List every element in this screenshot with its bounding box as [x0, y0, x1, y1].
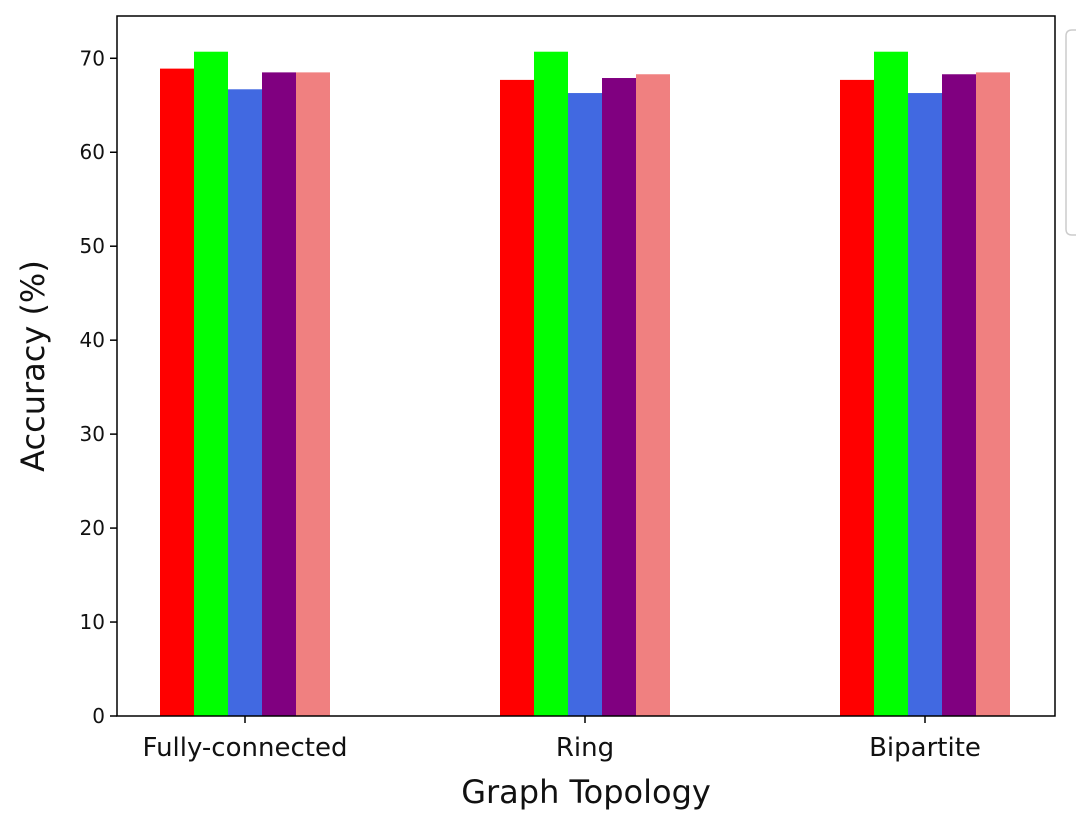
y-axis-label: Accuracy (%): [14, 260, 52, 472]
legend-box: [1065, 29, 1076, 236]
bar-series-4-fully-connected: [262, 72, 296, 716]
bar-series-1-bipartite: [840, 79, 874, 716]
plot-frame: [116, 15, 1056, 717]
x-tick-label: Ring: [556, 733, 614, 763]
bar-series-5-bipartite: [976, 72, 1010, 716]
bar-series-4-ring: [602, 78, 636, 716]
y-tick-label: 0: [92, 704, 105, 728]
y-tick-label: 70: [80, 46, 105, 70]
bars-group: [160, 51, 1010, 717]
bar-series-5-ring: [636, 74, 670, 717]
bar-series-2-bipartite: [874, 51, 908, 716]
y-axis-ticks: 0 10 20 30 40 50 60 70: [80, 46, 117, 728]
bar-series-3-fully-connected: [228, 89, 262, 717]
x-axis-label: Graph Topology: [461, 773, 711, 811]
bar-series-1-fully-connected: [160, 68, 194, 717]
x-axis-ticks: Fully-connected Ring Bipartite: [143, 716, 981, 763]
x-tick-label: Fully-connected: [143, 733, 348, 763]
x-tick-label: Bipartite: [869, 733, 981, 763]
bar-series-2-fully-connected: [194, 51, 228, 716]
y-tick-label: 30: [80, 422, 105, 446]
y-tick-label: 10: [80, 610, 105, 634]
bar-series-4-bipartite: [942, 74, 976, 717]
bar-series-3-bipartite: [908, 93, 942, 716]
bar-series-5-fully-connected: [296, 72, 330, 716]
y-tick-label: 50: [80, 234, 105, 258]
bar-series-2-ring: [534, 51, 568, 716]
bar-series-3-ring: [568, 93, 602, 716]
y-tick-label: 60: [80, 140, 105, 164]
y-tick-label: 40: [80, 328, 105, 352]
y-tick-label: 20: [80, 516, 105, 540]
bar-series-1-ring: [500, 79, 534, 716]
